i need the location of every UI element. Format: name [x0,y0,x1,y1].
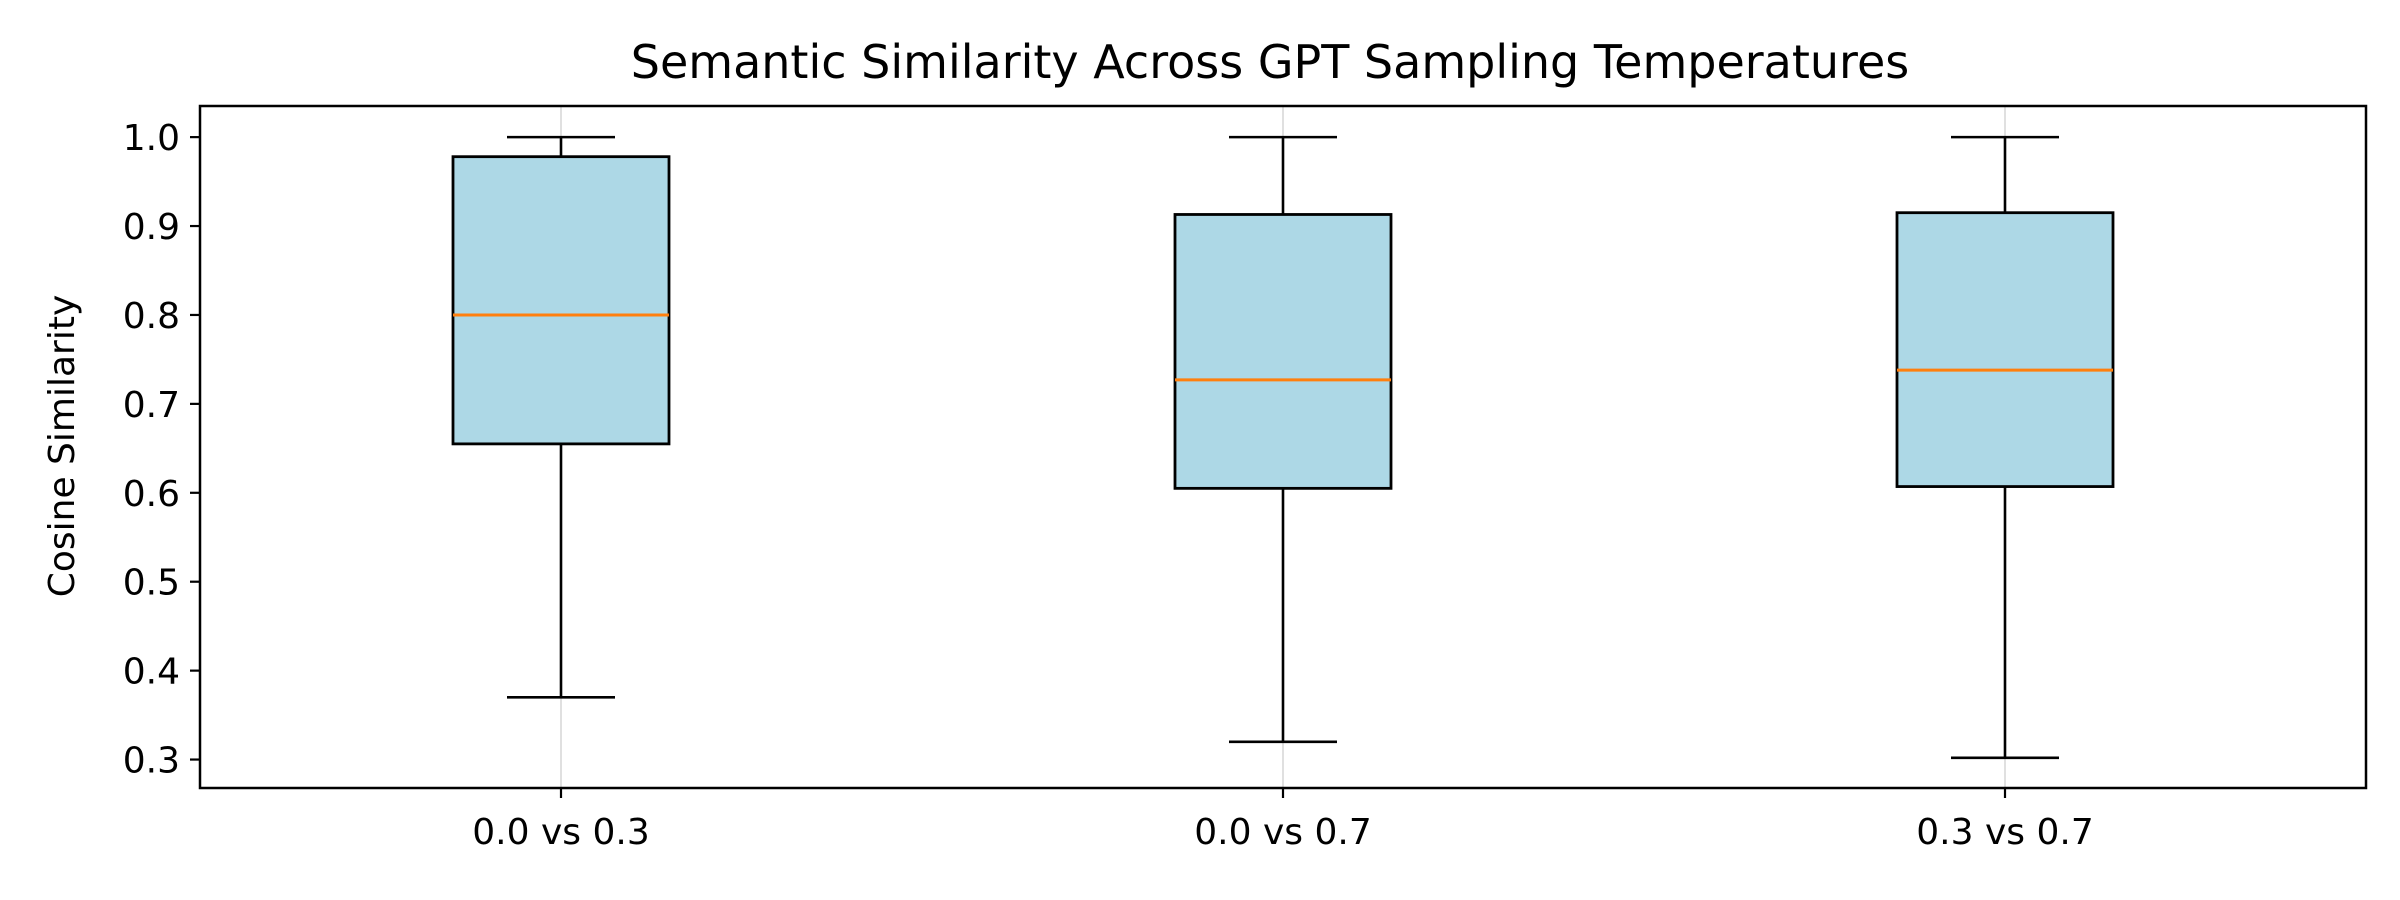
y-axis-label: Cosine Similarity [42,295,83,598]
y-tick-label: 0.8 [123,296,180,337]
box-2 [1173,135,1393,744]
axes: 0.3 0.4 0.5 0.6 0.7 0.8 0.9 1.0 0.0 vs 0.3 0.0 vs… [123,118,2094,853]
box-3 [1895,135,2115,760]
x-tick-label: 0.0 vs 0.3 [472,812,649,853]
y-tick-label: 0.5 [123,563,180,604]
box-iqr [1895,211,2115,488]
y-tick-label: 0.3 [123,741,180,782]
x-tick-label: 0.3 vs 0.7 [1916,812,2093,853]
chart-title: Semantic Similarity Across GPT Sampling … [631,35,1909,89]
plot-area [451,135,2115,760]
x-tick-label: 0.0 vs 0.7 [1194,812,1371,853]
box-iqr [1173,213,1393,490]
box-iqr [451,155,671,446]
box-1 [451,135,671,699]
y-tick-label: 0.4 [123,652,180,693]
y-tick-label: 0.9 [123,207,180,248]
y-tick-label: 0.6 [123,474,180,515]
y-tick-label: 1.0 [123,118,180,159]
y-tick-label: 0.7 [123,385,180,426]
